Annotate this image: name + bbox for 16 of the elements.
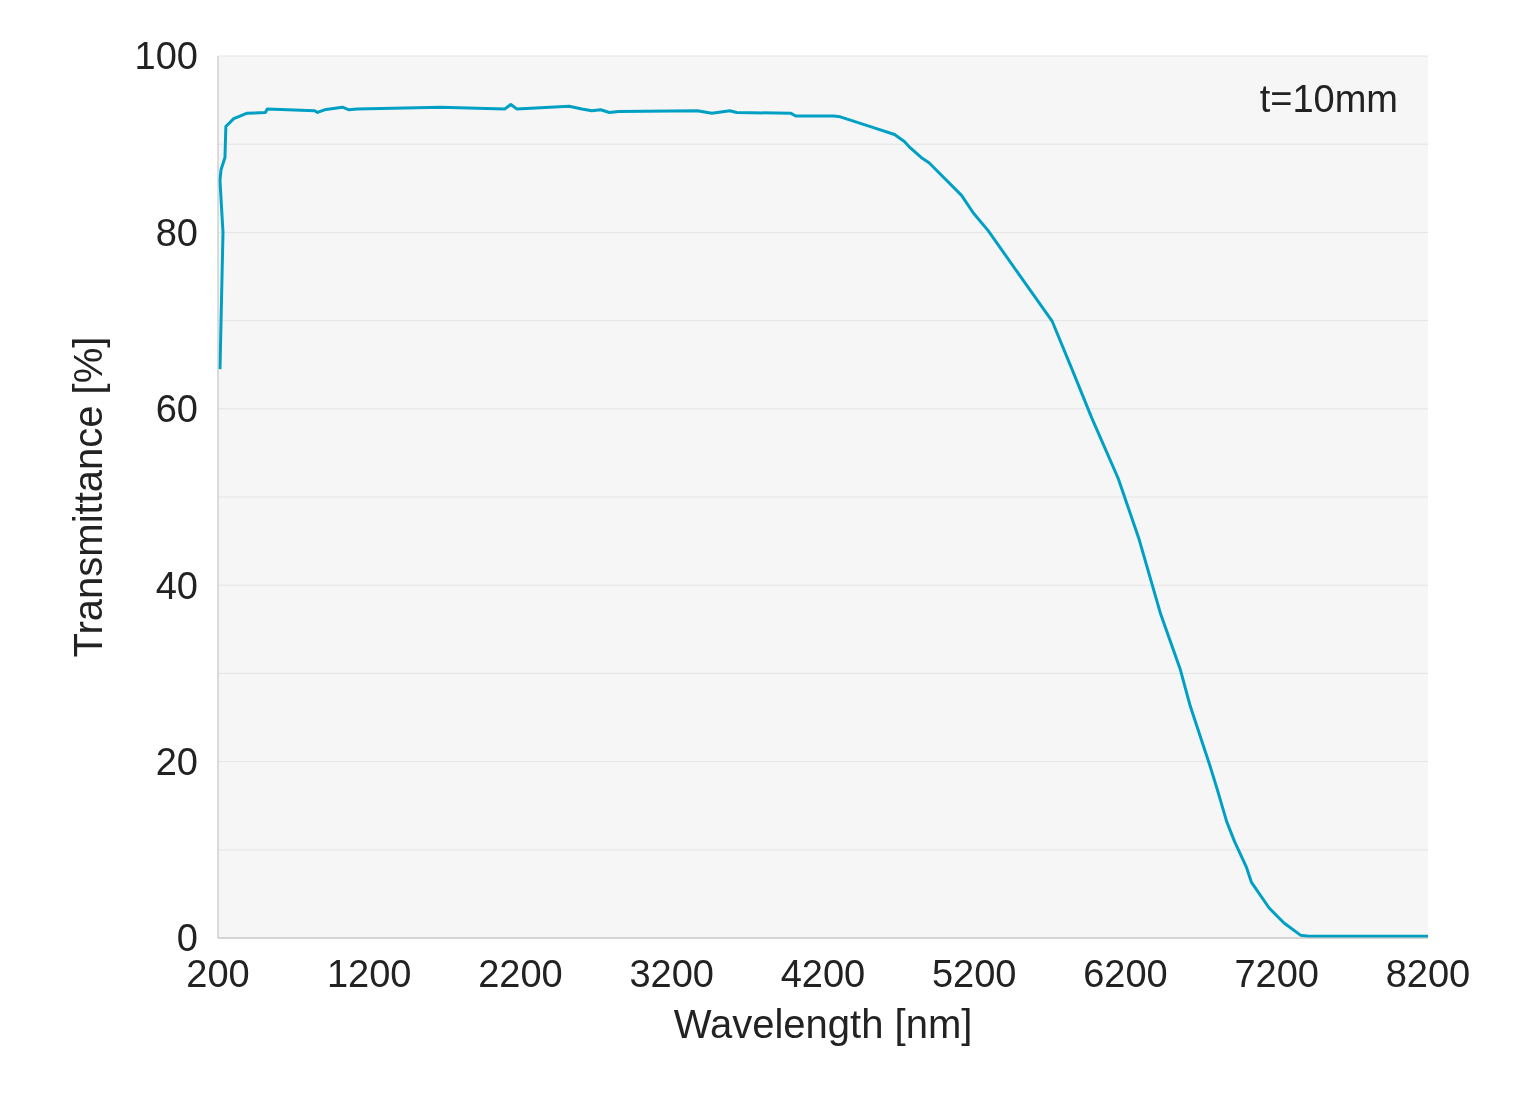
y-tick-label: 20 [155, 741, 198, 784]
y-tick-label: 40 [155, 564, 198, 607]
x-tick-label: 8200 [1385, 952, 1471, 995]
x-tick-label: 7200 [1234, 952, 1320, 995]
annotation: t=10mm [1259, 78, 1398, 121]
x-tick-label: 5200 [931, 952, 1017, 995]
y-tick-label: 80 [155, 211, 198, 254]
x-tick-label: 6200 [1083, 952, 1168, 995]
x-tick-label: 4200 [780, 952, 866, 995]
x-tick-label: 2200 [478, 952, 563, 995]
x-axis-title: Wavelength [nm] [673, 1002, 973, 1046]
y-tick-label: 60 [155, 388, 198, 431]
y-axis-title: Transmittance [%] [66, 336, 111, 658]
y-tick-label: 100 [134, 35, 198, 78]
x-tick-label: 1200 [326, 952, 412, 995]
x-tick-label: 3200 [629, 952, 715, 995]
